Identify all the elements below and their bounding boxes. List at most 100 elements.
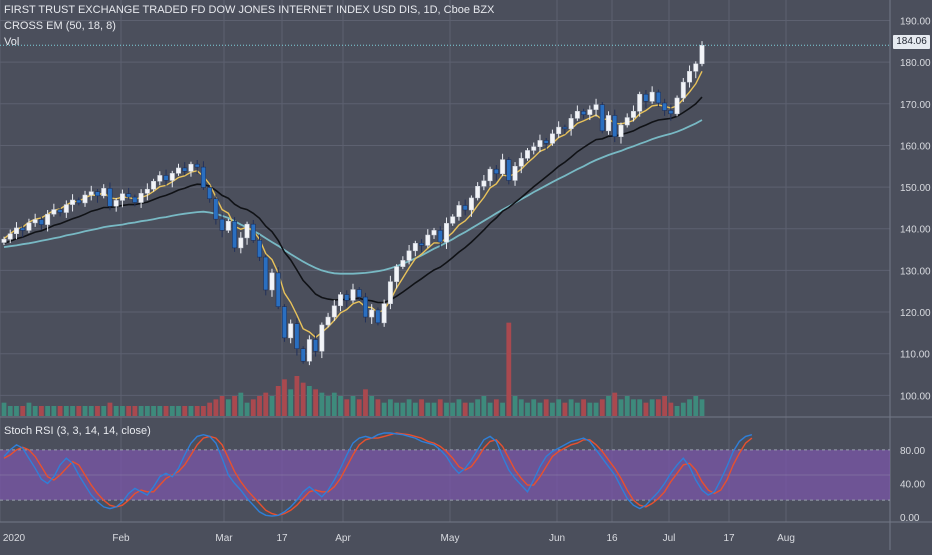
volume-bar — [606, 396, 611, 416]
candle-body — [306, 339, 312, 362]
candle-body — [232, 220, 238, 249]
volume-bar — [201, 406, 206, 416]
candle-body — [363, 296, 368, 318]
candle-body — [512, 166, 518, 181]
volume-bar — [493, 399, 499, 416]
candle-body — [537, 140, 543, 147]
volume-bar — [537, 402, 543, 416]
volume-bar — [225, 399, 231, 416]
volume-bar — [668, 402, 674, 416]
volume-bar — [500, 402, 505, 416]
volume-bar — [599, 399, 605, 416]
ema-slow-line — [3, 119, 703, 275]
price-tick-label: 140.00 — [900, 225, 931, 236]
price-tick-label: 190.00 — [900, 16, 931, 27]
time-tick-label: 17 — [276, 533, 288, 544]
candle-body — [437, 230, 443, 243]
volume-bar — [1, 402, 7, 416]
time-tick-label: 16 — [606, 533, 618, 544]
candle-body — [381, 303, 387, 324]
volume-bar — [51, 406, 57, 416]
volume-bar — [687, 399, 692, 416]
volume-bar — [356, 399, 362, 416]
volume-bar — [151, 406, 156, 416]
candle-body — [163, 175, 169, 181]
candle-body — [119, 193, 125, 201]
volume-bar — [680, 402, 686, 416]
time-tick-label: Apr — [335, 533, 351, 544]
volume-bar — [506, 322, 512, 416]
volume-bar — [257, 396, 262, 416]
candle-body — [95, 191, 100, 197]
candle-body — [182, 167, 188, 172]
candle-body — [144, 188, 150, 194]
volume-bar — [631, 399, 636, 416]
candle-body — [581, 111, 587, 115]
candle-body — [574, 111, 580, 119]
volume-bar — [219, 396, 225, 416]
volume-bar — [487, 402, 493, 416]
volume-bar — [512, 396, 518, 416]
candle-body — [70, 199, 76, 205]
candle-body — [238, 237, 244, 249]
candle-body — [431, 230, 437, 236]
volume-bar — [169, 406, 175, 416]
rsi-tick-label: 0.00 — [900, 513, 920, 524]
ema-indicator-label[interactable]: CROSS EM (50, 18, 8) — [4, 20, 116, 32]
volume-bar — [319, 392, 325, 416]
candle-body — [257, 240, 262, 258]
volume-bar — [618, 399, 624, 416]
candle-body — [250, 223, 256, 241]
candle-body — [674, 97, 680, 115]
candle-body — [630, 111, 636, 118]
volume-bar — [550, 402, 555, 416]
candle-body — [400, 260, 406, 267]
candle-body — [319, 324, 325, 352]
candle-body — [562, 126, 568, 130]
volume-bar — [444, 402, 449, 416]
stoch-rsi-label[interactable]: Stoch RSI (3, 3, 14, 14, close) — [4, 425, 151, 437]
volume-bar — [637, 399, 643, 416]
axis-layer: 100.00110.00120.00130.00140.00150.00160.… — [3, 16, 931, 544]
candle-body — [475, 186, 481, 199]
candle-body — [288, 323, 294, 339]
time-tick-label: May — [441, 533, 460, 544]
candle-body — [313, 339, 319, 352]
volume-bar — [325, 396, 331, 416]
volume-bar — [624, 396, 630, 416]
volume-bar — [26, 402, 32, 416]
candle-body — [300, 348, 306, 362]
volume-bar — [587, 402, 593, 416]
candle-body — [200, 166, 206, 188]
candle-body — [101, 188, 107, 197]
volume-bar — [157, 406, 163, 416]
volume-bar — [244, 402, 250, 416]
volume-bar — [693, 396, 699, 416]
volume-bar — [82, 406, 88, 416]
volume-bar — [400, 402, 406, 416]
time-tick-label: Jun — [549, 533, 565, 544]
volume-bar — [282, 379, 287, 416]
volume-bar — [238, 392, 244, 416]
time-tick-label: Jul — [663, 533, 676, 544]
volume-bar — [419, 399, 424, 416]
candle-body — [219, 218, 225, 231]
candle-body — [157, 175, 163, 182]
candle-body — [655, 91, 661, 104]
candle-body — [7, 233, 13, 240]
candle-body — [1, 238, 7, 243]
candle-body — [57, 209, 63, 213]
candle-body — [456, 205, 462, 217]
volume-bar — [643, 402, 649, 416]
candle-body — [20, 227, 26, 231]
volume-bar — [699, 399, 705, 416]
candle-body — [126, 193, 132, 198]
candle-body — [444, 223, 449, 243]
candle-body — [387, 281, 393, 304]
price-tick-label: 150.00 — [900, 183, 931, 194]
volume-bar — [275, 386, 281, 416]
candle-body — [680, 81, 686, 99]
volume-indicator-label[interactable]: Vol — [4, 36, 20, 48]
volume-bar — [188, 406, 194, 416]
